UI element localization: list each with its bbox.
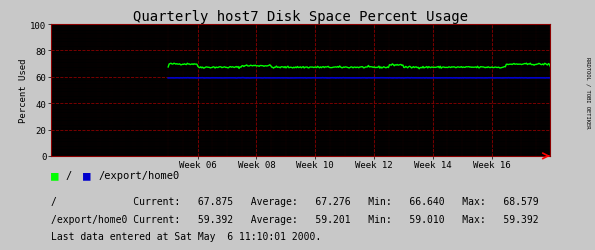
Text: ■: ■ — [83, 168, 91, 181]
Text: RRDTOOL / TOBI OETIKER: RRDTOOL / TOBI OETIKER — [585, 57, 590, 128]
Text: /: / — [65, 170, 72, 180]
Text: /             Current:   67.875   Average:   67.276   Min:   66.640   Max:   68.: / Current: 67.875 Average: 67.276 Min: 6… — [51, 196, 538, 206]
Text: Last data entered at Sat May  6 11:10:01 2000.: Last data entered at Sat May 6 11:10:01 … — [51, 231, 321, 241]
Title: Quarterly host7 Disk Space Percent Usage: Quarterly host7 Disk Space Percent Usage — [133, 10, 468, 24]
Text: /export/home0 Current:   59.392   Average:   59.201   Min:   59.010   Max:   59.: /export/home0 Current: 59.392 Average: 5… — [51, 214, 538, 224]
Y-axis label: Percent Used: Percent Used — [18, 58, 27, 123]
Text: /export/home0: /export/home0 — [98, 170, 180, 180]
Text: ■: ■ — [51, 168, 58, 181]
